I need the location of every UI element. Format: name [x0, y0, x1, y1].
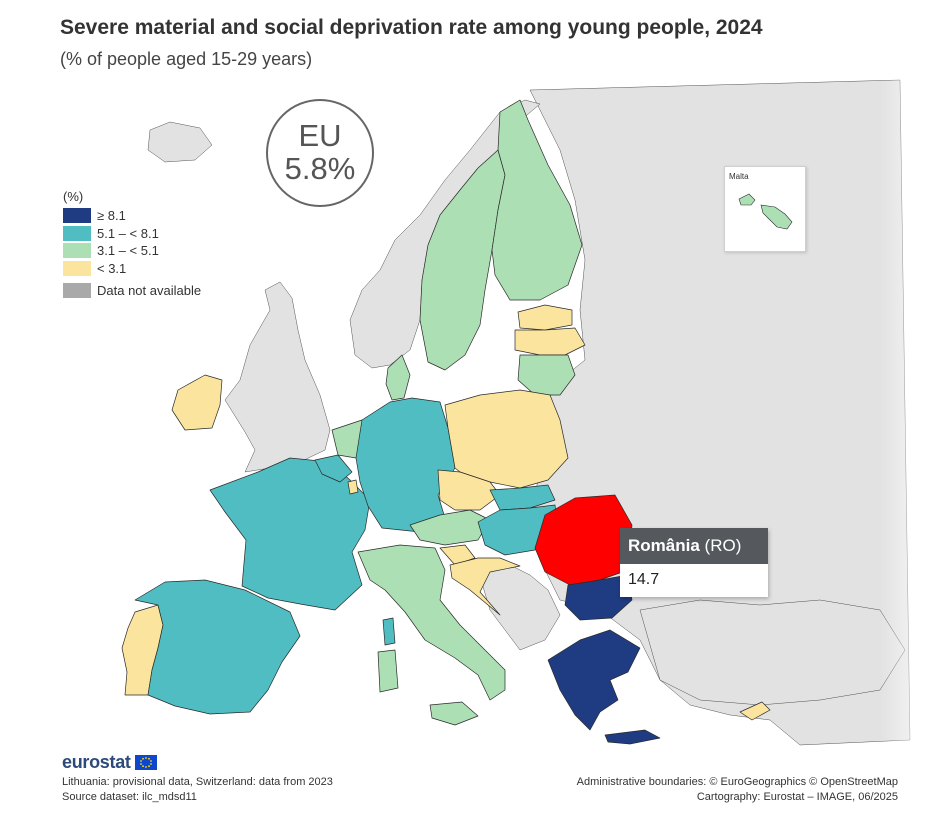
country-france[interactable] — [209, 457, 371, 611]
country-romania[interactable] — [534, 494, 633, 586]
uk-land — [224, 281, 331, 473]
legend-swatch — [63, 260, 91, 276]
country-cyprus[interactable] — [739, 701, 771, 721]
country-italy[interactable] — [357, 544, 506, 701]
malta-inset-label: Malta — [729, 172, 749, 181]
tooltip-value: 14.7 — [620, 564, 768, 597]
eu-average-badge: EU 5.8% — [266, 99, 374, 207]
country-belgium[interactable] — [314, 454, 353, 483]
legend-item-not-available[interactable]: Data not available — [63, 282, 201, 300]
country-lithuania[interactable] — [517, 354, 576, 396]
country-germany[interactable] — [355, 397, 456, 533]
tooltip-code: (RO) — [704, 536, 742, 555]
legend-item-high[interactable]: ≥ 8.1 — [63, 207, 201, 225]
legend-label: < 3.1 — [97, 260, 127, 276]
turkey-land — [639, 599, 906, 706]
legend-item-mid-low[interactable]: 3.1 – < 5.1 — [63, 242, 201, 260]
footer-note: Lithuania: provisional data, Switzerland… — [62, 776, 333, 788]
legend-swatch — [63, 243, 91, 259]
malta-inset-map — [738, 193, 793, 230]
country-sicily[interactable] — [429, 701, 479, 726]
country-czechia[interactable] — [437, 469, 501, 511]
legend-label: 5.1 – < 8.1 — [97, 225, 159, 241]
eu-badge-label: EU — [298, 118, 342, 154]
tooltip-country: România — [628, 536, 700, 555]
country-bulgaria[interactable] — [564, 574, 633, 621]
country-denmark[interactable] — [385, 354, 411, 401]
legend-title: (%) — [63, 189, 84, 204]
balkans-non-eu — [477, 564, 561, 651]
country-finland[interactable] — [491, 99, 583, 301]
footer-boundaries: Administrative boundaries: © EuroGeograp… — [576, 776, 898, 788]
tooltip-header: România (RO) — [620, 528, 768, 564]
map-legend: (%) ≥ 8.1 5.1 – < 8.1 3.1 – < 5.1 < 3.1 … — [63, 189, 201, 300]
brand-name: eurostat — [62, 752, 131, 772]
country-latvia[interactable] — [514, 327, 586, 356]
country-sardinia[interactable] — [377, 649, 399, 693]
country-corsica[interactable] — [382, 617, 396, 646]
iceland-land — [147, 121, 213, 163]
eu-flag-icon — [134, 755, 157, 770]
legend-label: Data not available — [97, 283, 202, 299]
legend-item-mid-high[interactable]: 5.1 – < 8.1 — [63, 225, 201, 243]
legend-item-low[interactable]: < 3.1 — [63, 260, 201, 278]
footer-cartography: Cartography: Eurostat – IMAGE, 06/2025 — [696, 791, 898, 803]
legend-swatch — [63, 225, 91, 241]
legend-swatch — [63, 283, 91, 299]
country-luxembourg[interactable] — [347, 479, 359, 495]
eurostat-logo[interactable]: eurostat — [62, 752, 157, 773]
legend-label: 3.1 – < 5.1 — [97, 243, 159, 259]
footer-source: Source dataset: ilc_mdsd11 — [62, 791, 197, 803]
country-croatia[interactable] — [449, 557, 521, 616]
page-subtitle: (% of people aged 15-29 years) — [60, 49, 313, 69]
page-title: Severe material and social deprivation r… — [60, 16, 763, 39]
country-spain[interactable] — [134, 579, 301, 715]
country-estonia[interactable] — [517, 304, 573, 331]
country-slovenia[interactable] — [439, 544, 476, 566]
country-crete[interactable] — [604, 729, 661, 745]
malta-island[interactable] — [738, 193, 793, 230]
country-ireland[interactable] — [171, 374, 223, 431]
footer-credits: Administrative boundaries: © EuroGeograp… — [577, 775, 898, 805]
footer-notes: Lithuania: provisional data, Switzerland… — [62, 775, 333, 805]
malta-inset: Malta — [724, 166, 806, 252]
eu-badge-value: 5.8% — [284, 151, 356, 186]
country-tooltip: România (RO) 14.7 — [620, 528, 768, 597]
map-fade-edge — [880, 76, 936, 756]
legend-swatch — [63, 208, 91, 224]
country-greece[interactable] — [547, 629, 641, 731]
legend-label: ≥ 8.1 — [97, 208, 126, 224]
